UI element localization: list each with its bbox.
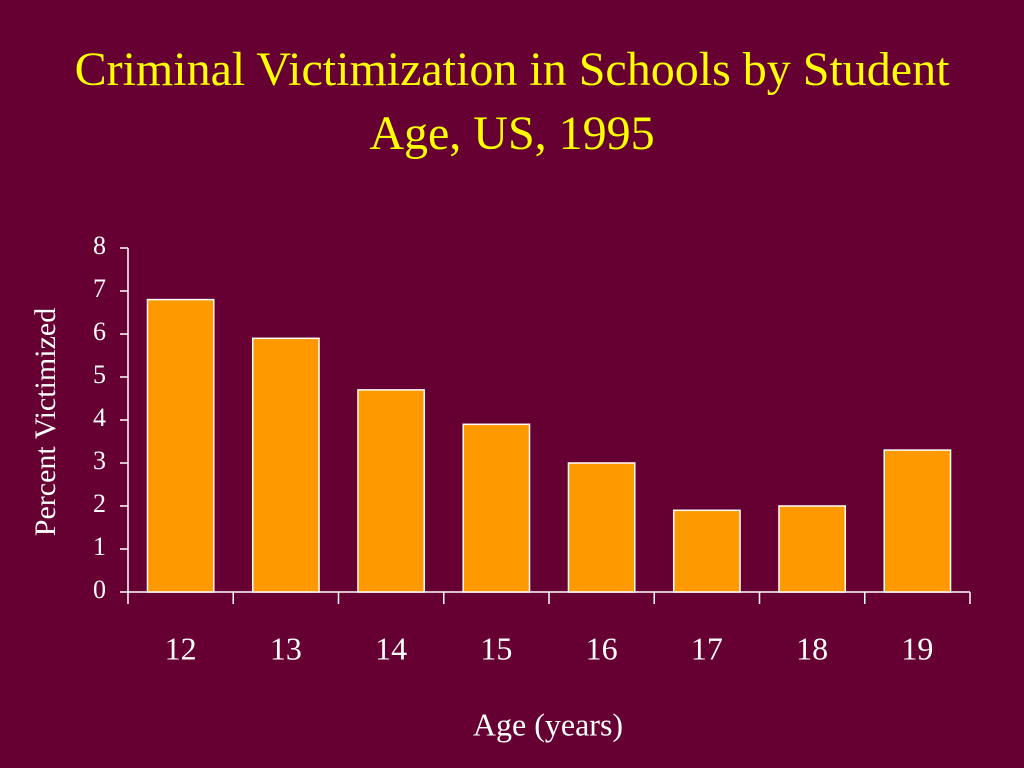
y-tick-label: 5 bbox=[93, 360, 106, 389]
x-tick-label: 15 bbox=[480, 630, 512, 666]
bar bbox=[357, 389, 426, 593]
x-tick-label: 17 bbox=[691, 630, 723, 666]
x-tick-label: 18 bbox=[796, 630, 828, 666]
x-axis-title: Age (years) bbox=[473, 706, 623, 742]
bar bbox=[462, 423, 531, 593]
y-axis-title: Percent Victimized bbox=[29, 308, 62, 536]
y-tick-label: 1 bbox=[93, 532, 106, 561]
x-tick-label: 12 bbox=[165, 630, 197, 666]
x-tick-label: 19 bbox=[901, 630, 933, 666]
y-tick-label: 4 bbox=[93, 403, 106, 432]
y-tick-label: 0 bbox=[93, 575, 106, 604]
bar bbox=[251, 337, 320, 593]
y-tick-label: 8 bbox=[93, 231, 106, 260]
x-tick-label: 13 bbox=[270, 630, 302, 666]
bar bbox=[146, 298, 215, 593]
bar bbox=[672, 509, 741, 593]
bar bbox=[778, 505, 847, 593]
bar bbox=[883, 449, 952, 593]
bar bbox=[567, 462, 636, 593]
y-tick-label: 3 bbox=[93, 446, 106, 475]
y-tick-label: 2 bbox=[93, 489, 106, 518]
y-tick-label: 7 bbox=[93, 274, 106, 303]
chart-title: Criminal Victimization in Schools by Stu… bbox=[74, 43, 950, 160]
x-tick-label: 14 bbox=[375, 630, 407, 666]
y-tick-label: 6 bbox=[93, 317, 106, 346]
x-tick-label: 16 bbox=[586, 630, 618, 666]
